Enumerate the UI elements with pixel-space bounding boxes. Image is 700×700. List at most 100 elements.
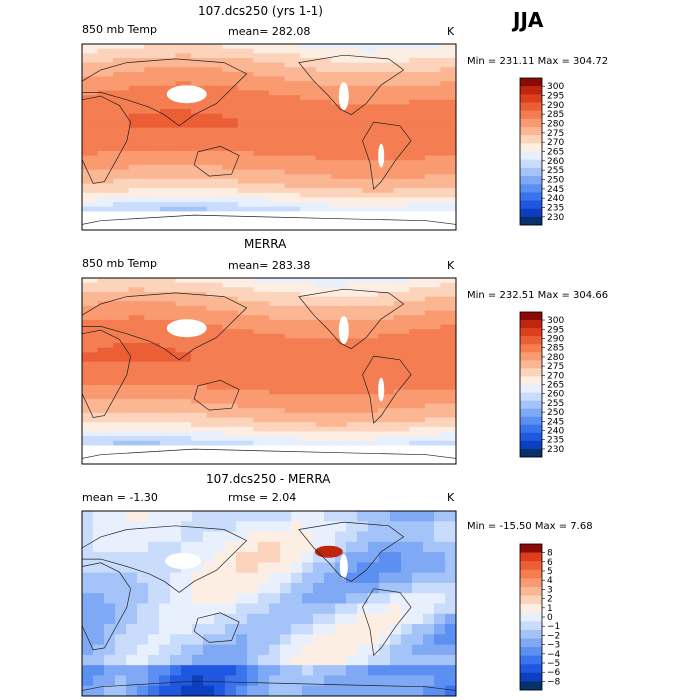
colorbar-tick-label: 0 — [547, 613, 553, 623]
panel-1-title: 107.dcs250 (yrs 1-1) — [198, 4, 323, 18]
colorbar-swatch — [520, 621, 542, 631]
colorbar-swatch — [520, 629, 542, 639]
coastline-3 — [298, 288, 405, 350]
colorbar-tick-label: 300 — [547, 82, 564, 92]
colorbar-swatch — [520, 344, 542, 353]
colorbar-swatch — [520, 336, 542, 345]
colorbar-tick-label: 230 — [547, 213, 564, 223]
colorbar-swatch — [520, 586, 542, 596]
colorbar-swatch — [520, 376, 542, 385]
colorbar-tick-label: 280 — [547, 353, 564, 363]
colorbar-swatch — [520, 392, 542, 401]
coastline-1 — [81, 58, 248, 127]
panel-1-mean-label: mean= 282.08 — [228, 25, 311, 38]
coastline-0 — [81, 95, 131, 184]
colorbar-swatch — [520, 681, 542, 691]
panel-3-minmax: Min = -15.50 Max = 7.68 — [467, 521, 593, 532]
colorbar-swatch — [520, 569, 542, 579]
colorbar-tick-label: 2 — [547, 595, 553, 605]
colorbar-tick-label: 255 — [547, 399, 564, 409]
map-panel-3 — [81, 510, 457, 697]
panel-3-units: K — [447, 491, 455, 504]
colorbar-tick-label: 3 — [547, 585, 553, 595]
coastline-3 — [298, 54, 405, 116]
colorbar-swatch — [520, 448, 542, 458]
colorbar-swatch — [520, 552, 542, 562]
coastline-4 — [362, 588, 412, 657]
colorbar-swatch — [520, 360, 542, 369]
colorbar-tick-label: 285 — [547, 110, 564, 120]
colorbar-tick-label: 275 — [547, 129, 564, 139]
colorbar-swatch — [520, 432, 542, 442]
colorbar-1: 3002952902852802752702652602552502452402… — [519, 77, 564, 226]
colorbar-swatch — [520, 102, 542, 111]
colorbar-swatch — [520, 176, 542, 185]
colorbar-swatch — [520, 151, 542, 160]
colorbar-tick-label: 270 — [547, 138, 564, 148]
map-frame-1 — [81, 43, 457, 231]
colorbar-tick-label: 295 — [547, 92, 564, 102]
colorbar-tick-label: 1 — [547, 604, 553, 614]
colorbar-swatch — [520, 440, 542, 450]
panel-3-title: 107.dcs250 - MERRA — [206, 472, 331, 486]
colorbar-swatch — [520, 200, 542, 209]
colorbar-tick-label: 260 — [547, 390, 564, 400]
colorbar-tick-label: 270 — [547, 371, 564, 381]
colorbar-tick-label: 6 — [547, 558, 553, 568]
colorbar-tick-label: 240 — [547, 194, 564, 204]
colorbar-swatch — [520, 184, 542, 193]
colorbar-swatch — [520, 384, 542, 393]
colorbar-tick-label: 230 — [547, 445, 564, 455]
colorbar-swatch — [520, 143, 542, 152]
colorbar-tick-label: 235 — [547, 204, 564, 214]
map-panel-1 — [81, 43, 457, 231]
colorbar-swatch — [520, 192, 542, 201]
colorbar-swatch — [520, 368, 542, 377]
panel-1-units: K — [447, 25, 455, 38]
colorbar-tick-label: 245 — [547, 185, 564, 195]
colorbar-tick-label: 280 — [547, 120, 564, 130]
colorbar-swatch — [520, 408, 542, 418]
colorbar-swatch — [520, 127, 542, 136]
colorbar-tick-label: 8 — [547, 549, 553, 559]
colorbar-swatch — [520, 604, 542, 614]
colorbar-tick-label: −4 — [547, 650, 561, 660]
colorbar-tick-label: 235 — [547, 436, 564, 446]
coastline-3 — [298, 521, 405, 582]
coastline-4 — [362, 121, 412, 190]
panel-3-mean-label: mean = -1.30 — [82, 491, 158, 504]
coastline-1 — [81, 292, 248, 361]
colorbar-swatch — [520, 424, 542, 434]
coastline-2 — [193, 379, 240, 411]
colorbar-swatch — [520, 647, 542, 656]
coastline-2 — [193, 612, 240, 643]
season-label: JJA — [513, 8, 544, 32]
colorbar-swatch — [520, 86, 542, 95]
colorbar-swatch — [520, 655, 542, 665]
panel-2-mean-label: mean= 283.38 — [228, 259, 311, 272]
map-frame-2 — [81, 277, 457, 465]
colorbar-tick-label: 265 — [547, 148, 564, 158]
panel-2-variable-label: 850 mb Temp — [82, 257, 158, 270]
colorbar-swatch — [520, 352, 542, 361]
colorbar-swatch — [520, 561, 542, 571]
colorbar-tick-label: 5 — [547, 567, 553, 577]
coastline-0 — [81, 329, 131, 418]
colorbar-tick-label: −8 — [547, 677, 561, 687]
colorbar-swatch — [520, 78, 542, 87]
colorbar-swatch — [520, 638, 542, 648]
colorbar-swatch — [520, 400, 542, 409]
panel-2-minmax: Min = 232.51 Max = 304.66 — [467, 290, 609, 301]
colorbar-tick-label: 240 — [547, 427, 564, 437]
colorbar-tick-label: 260 — [547, 157, 564, 167]
colorbar-tick-label: 265 — [547, 381, 564, 391]
colorbar-swatch — [520, 118, 542, 128]
map-frame-3 — [81, 510, 457, 697]
colorbar-tick-label: 285 — [547, 344, 564, 354]
colorbar-tick-label: 290 — [547, 101, 564, 111]
colorbar-swatch — [520, 208, 542, 218]
panel-1-minmax: Min = 231.11 Max = 304.72 — [467, 56, 609, 67]
colorbar-tick-label: 255 — [547, 166, 564, 176]
